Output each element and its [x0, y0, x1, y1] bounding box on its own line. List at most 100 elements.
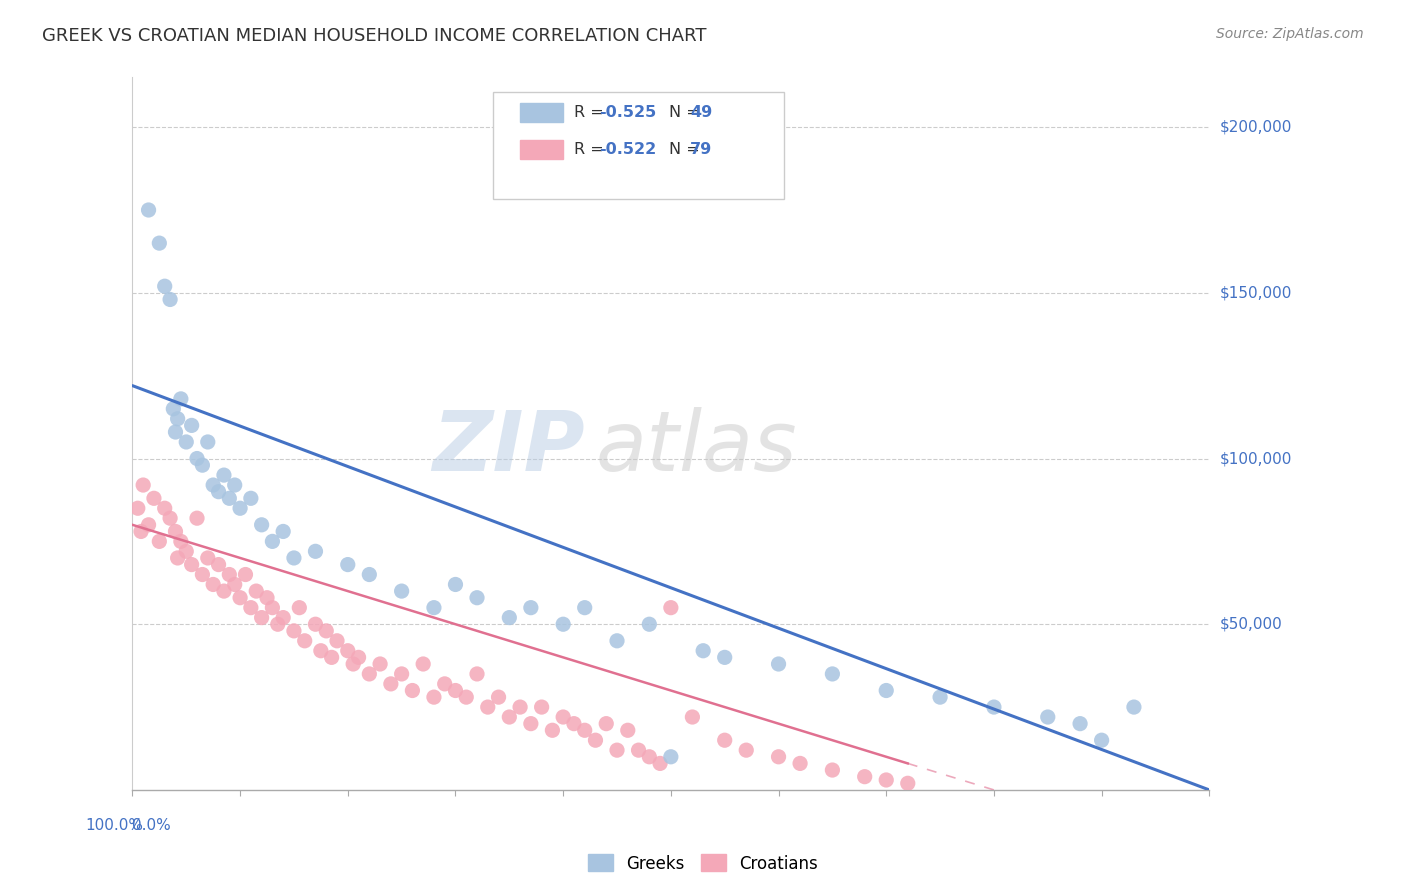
Text: 49: 49: [690, 105, 713, 120]
Point: [245, 584, 267, 599]
Point: [153, 501, 176, 516]
Text: N =: N =: [669, 105, 704, 120]
Point: [202, 478, 225, 492]
Text: $100,000: $100,000: [1220, 451, 1292, 466]
Point: [853, 770, 876, 784]
Point: [267, 617, 290, 632]
Point: [166, 411, 188, 425]
Point: [321, 650, 343, 665]
Point: [681, 710, 703, 724]
Point: [648, 756, 671, 771]
Text: R =: R =: [574, 105, 609, 120]
Point: [229, 501, 252, 516]
Point: [768, 657, 790, 671]
Point: [262, 600, 284, 615]
Point: [595, 716, 617, 731]
Point: [304, 617, 326, 632]
Point: [444, 577, 467, 591]
Point: [148, 236, 170, 251]
Point: [553, 617, 575, 632]
Point: [465, 591, 488, 605]
Point: [165, 425, 187, 439]
Point: [138, 517, 160, 532]
Point: [197, 551, 219, 566]
Point: [713, 733, 735, 747]
Point: [821, 763, 844, 777]
Point: [218, 567, 240, 582]
Point: [477, 700, 499, 714]
Point: [347, 650, 370, 665]
Point: [162, 401, 184, 416]
Point: [239, 600, 262, 615]
Point: [574, 723, 596, 738]
Text: N =: N =: [669, 142, 704, 157]
Point: [256, 591, 278, 605]
Point: [659, 749, 682, 764]
Point: [159, 511, 181, 525]
Text: -0.525: -0.525: [599, 105, 657, 120]
Point: [336, 644, 359, 658]
Point: [983, 700, 1005, 714]
Point: [326, 633, 349, 648]
Point: [488, 690, 510, 705]
Point: [153, 279, 176, 293]
Point: [142, 491, 165, 506]
Point: [283, 624, 305, 638]
Point: [207, 484, 229, 499]
Point: [165, 524, 187, 539]
Text: 79: 79: [690, 142, 713, 157]
Point: [659, 600, 682, 615]
Point: [541, 723, 564, 738]
Point: [1069, 716, 1091, 731]
Point: [875, 772, 897, 787]
Point: [212, 468, 235, 483]
Point: [553, 710, 575, 724]
Bar: [520, 140, 564, 160]
Point: [229, 591, 252, 605]
Point: [735, 743, 758, 757]
Text: GREEK VS CROATIAN MEDIAN HOUSEHOLD INCOME CORRELATION CHART: GREEK VS CROATIAN MEDIAN HOUSEHOLD INCOM…: [42, 27, 707, 45]
Point: [617, 723, 640, 738]
Point: [186, 451, 208, 466]
FancyBboxPatch shape: [494, 92, 785, 199]
Point: [207, 558, 229, 572]
Point: [1036, 710, 1059, 724]
Point: [191, 567, 214, 582]
Point: [271, 610, 294, 624]
Text: atlas: atlas: [596, 408, 797, 489]
Text: $200,000: $200,000: [1220, 120, 1292, 135]
Point: [159, 293, 181, 307]
Point: [174, 434, 197, 449]
Point: [180, 558, 202, 572]
Point: [250, 610, 273, 624]
Point: [359, 567, 381, 582]
Point: [412, 657, 434, 671]
Point: [239, 491, 262, 506]
Point: [224, 577, 246, 591]
Point: [132, 478, 155, 492]
Point: [627, 743, 650, 757]
Point: [520, 600, 543, 615]
Text: 0.0%: 0.0%: [132, 819, 172, 833]
Point: [606, 743, 628, 757]
Point: [359, 667, 381, 681]
Point: [283, 551, 305, 566]
Point: [250, 517, 273, 532]
Point: [574, 600, 596, 615]
Point: [170, 392, 193, 406]
Text: $50,000: $50,000: [1220, 616, 1282, 632]
Point: [465, 667, 488, 681]
Point: [148, 534, 170, 549]
Point: [138, 202, 160, 217]
Point: [288, 600, 311, 615]
Point: [638, 749, 661, 764]
Point: [336, 558, 359, 572]
Bar: [520, 103, 564, 122]
Point: [197, 434, 219, 449]
Text: 100.0%: 100.0%: [86, 819, 143, 833]
Point: [309, 644, 332, 658]
Point: [342, 657, 364, 671]
Point: [224, 478, 246, 492]
Point: [127, 501, 149, 516]
Text: Source: ZipAtlas.com: Source: ZipAtlas.com: [1216, 27, 1364, 41]
